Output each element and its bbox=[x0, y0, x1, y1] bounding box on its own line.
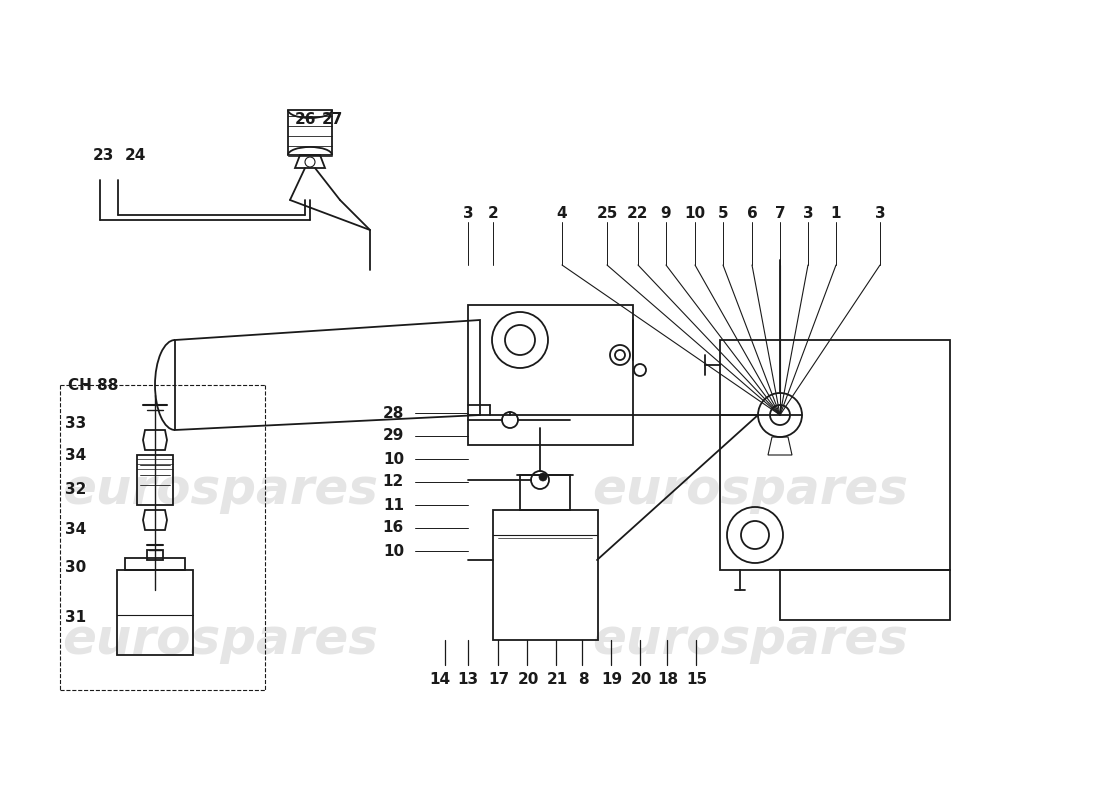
Text: 24: 24 bbox=[124, 147, 145, 162]
Text: 10: 10 bbox=[383, 543, 404, 558]
Text: 34: 34 bbox=[65, 447, 86, 462]
Text: 32: 32 bbox=[65, 482, 86, 498]
Text: 8: 8 bbox=[578, 673, 588, 687]
Text: 3: 3 bbox=[803, 206, 813, 221]
Text: 10: 10 bbox=[684, 206, 705, 221]
Text: 22: 22 bbox=[627, 206, 649, 221]
Text: 5: 5 bbox=[717, 206, 728, 221]
Bar bbox=[288, 110, 332, 155]
Bar bbox=[493, 510, 598, 640]
Text: 26: 26 bbox=[295, 113, 316, 127]
Text: 27: 27 bbox=[321, 113, 343, 127]
Text: 25: 25 bbox=[596, 206, 618, 221]
Text: eurospares: eurospares bbox=[62, 616, 378, 664]
Text: 7: 7 bbox=[774, 206, 785, 221]
Bar bbox=[125, 558, 185, 570]
Bar bbox=[468, 305, 632, 445]
Text: 13: 13 bbox=[458, 673, 478, 687]
Text: 12: 12 bbox=[383, 474, 404, 490]
Text: 3: 3 bbox=[874, 206, 886, 221]
Bar bbox=[147, 550, 163, 560]
Bar bbox=[780, 570, 950, 620]
Text: 30: 30 bbox=[65, 561, 86, 575]
Text: eurospares: eurospares bbox=[592, 616, 908, 664]
Text: 29: 29 bbox=[383, 429, 404, 443]
Text: 15: 15 bbox=[686, 673, 707, 687]
Text: 19: 19 bbox=[602, 673, 623, 687]
Text: 1: 1 bbox=[830, 206, 842, 221]
Text: 9: 9 bbox=[661, 206, 671, 221]
Text: 16: 16 bbox=[383, 521, 404, 535]
Text: 31: 31 bbox=[65, 610, 86, 626]
Text: 6: 6 bbox=[747, 206, 758, 221]
Text: 23: 23 bbox=[92, 147, 113, 162]
Text: 14: 14 bbox=[429, 673, 451, 687]
Text: 21: 21 bbox=[547, 673, 568, 687]
Text: 4: 4 bbox=[557, 206, 568, 221]
Text: 34: 34 bbox=[65, 522, 86, 538]
Text: 18: 18 bbox=[658, 673, 679, 687]
Text: 3: 3 bbox=[463, 206, 473, 221]
Text: CH 88: CH 88 bbox=[67, 378, 118, 394]
Text: 20: 20 bbox=[517, 673, 539, 687]
Text: 10: 10 bbox=[383, 451, 404, 466]
Text: 17: 17 bbox=[488, 673, 509, 687]
Text: 20: 20 bbox=[630, 673, 651, 687]
Text: 28: 28 bbox=[383, 406, 404, 421]
Bar bbox=[117, 570, 192, 655]
Bar bbox=[520, 475, 570, 510]
Bar bbox=[720, 340, 950, 570]
Text: eurospares: eurospares bbox=[62, 466, 378, 514]
Circle shape bbox=[539, 473, 547, 481]
Bar bbox=[138, 455, 173, 505]
Text: 2: 2 bbox=[487, 206, 498, 221]
Text: 11: 11 bbox=[383, 498, 404, 513]
Text: eurospares: eurospares bbox=[592, 466, 908, 514]
Text: 33: 33 bbox=[65, 417, 86, 431]
